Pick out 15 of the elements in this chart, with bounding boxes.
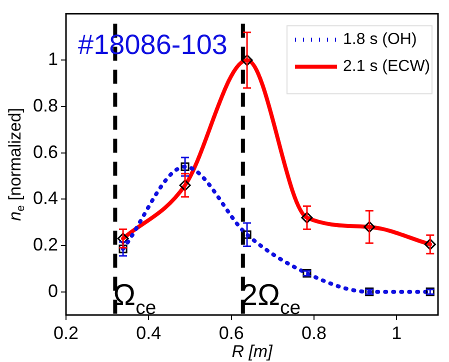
- y-axis-title: ne [normalized]: [6, 108, 28, 221]
- y-tick-label: 0.4: [32, 188, 58, 208]
- x-tick-label: 0.4: [136, 322, 162, 343]
- annotation: #18086-103: [78, 28, 228, 60]
- y-tick-label: 0.6: [32, 142, 58, 162]
- x-tick-label: 1: [392, 322, 402, 343]
- y-tick-label: 0.8: [32, 95, 58, 116]
- x-axis-title: R [m]: [232, 342, 274, 361]
- y-tick-label: 1: [48, 49, 58, 70]
- x-tick-label: 0.6: [218, 322, 244, 343]
- y-tick-label: 0.2: [32, 234, 58, 254]
- legend-label: 2.1 s (ECW): [343, 58, 430, 76]
- legend-label: 1.8 s (OH): [343, 31, 417, 48]
- y-tick-label: 0: [48, 280, 58, 301]
- x-tick-label: 0.8: [301, 322, 327, 343]
